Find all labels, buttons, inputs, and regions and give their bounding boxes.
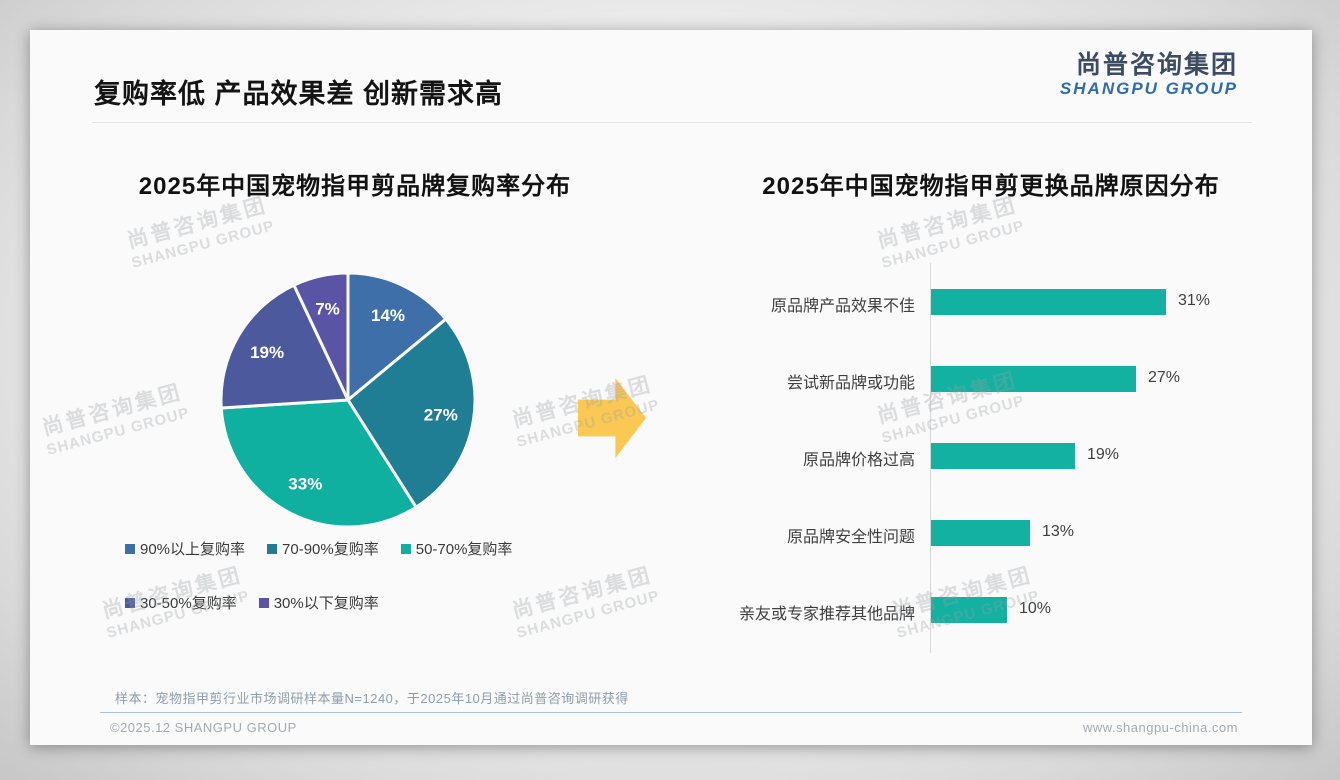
pie-data-label: 33% (288, 475, 322, 494)
footer-website: www.shangpu-china.com (1082, 720, 1238, 735)
bar-chart-title: 2025年中国宠物指甲剪更换品牌原因分布 (762, 173, 1220, 200)
pie-data-label: 7% (315, 299, 340, 318)
pie-legend-row-2: 30-50%复购率 30%以下复购率 (125, 592, 379, 613)
bar-category-label: 亲友或专家推荐其他品牌 (738, 606, 915, 623)
pie-legend-row-1: 90%以上复购率 70-90%复购率 50-70%复购率 (125, 538, 512, 559)
bar-value-label: 27% (1148, 369, 1181, 386)
pie-slice-90%以上复购率 (346, 271, 448, 404)
watermark-en-text: SHANGPU GROUP (879, 217, 1027, 273)
bar-亲友或专家推荐其他品牌 (931, 597, 1007, 623)
pie-slice-70-90%复购率 (346, 316, 477, 510)
bar-原品牌价格过高 (931, 443, 1075, 469)
legend-item-30-50%复购率: 30-50%复购率 (125, 592, 237, 613)
legend-marker-icon (267, 543, 278, 554)
header-divider (92, 122, 1252, 123)
watermark: 尚普咨询集团 SHANGPU GROUP (508, 562, 662, 644)
watermark-cn-text: 尚普咨询集团 (39, 380, 185, 441)
footer-divider (100, 712, 1242, 713)
watermark-cn-text: 尚普咨询集团 (509, 563, 655, 624)
watermark-en-text: SHANGPU GROUP (879, 392, 1027, 448)
watermark-en-text: SHANGPU GROUP (44, 404, 192, 460)
legend-label: 30-50%复购率 (140, 595, 237, 612)
bar-尝试新品牌或功能 (931, 366, 1136, 392)
pie-chart: 14% 27% 33% 19% 7% (219, 271, 477, 529)
bar-category-label: 原品牌产品效果不佳 (770, 298, 915, 315)
logo-en-text: SHANGPU GROUP (1059, 79, 1238, 99)
bar-value-label: 19% (1087, 446, 1120, 463)
legend-marker-icon (125, 597, 135, 608)
bar-value-label: 10% (1019, 600, 1052, 617)
legend-label: 50-70%复购率 (415, 541, 513, 558)
pie-data-label: 19% (250, 343, 284, 362)
logo-cn-text: 尚普咨询集团 (1075, 51, 1238, 79)
pie-data-label: 14% (371, 306, 405, 325)
bar-value-label: 31% (1178, 292, 1211, 309)
pie-data-label: 27% (424, 406, 458, 425)
bar-chart-axis (930, 263, 931, 653)
bar-原品牌安全性问题 (931, 520, 1030, 546)
watermark-cn-text: 尚普咨询集团 (874, 193, 1020, 254)
footnote: 样本：宠物指甲剪行业市场调研样本量N=1240，于2025年10月通过尚普咨询调… (115, 691, 629, 706)
legend-label: 70-90%复购率 (282, 541, 379, 558)
bar-category-label: 尝试新品牌或功能 (786, 375, 915, 392)
pie-chart-title: 2025年中国宠物指甲剪品牌复购率分布 (138, 173, 572, 200)
footer-copyright: ©2025.12 SHANGPU GROUP (110, 720, 297, 735)
watermark-en-text: SHANGPU GROUP (514, 587, 662, 643)
slide-card: 复购率低 产品效果差 创新需求高 尚普咨询集团 SHANGPU GROUP 20… (30, 30, 1312, 745)
legend-marker-icon (125, 543, 135, 554)
watermark-cn-text: 尚普咨询集团 (124, 193, 270, 254)
company-logo: 尚普咨询集团 SHANGPU GROUP (1060, 52, 1238, 98)
pie-slice-50-70%复购率 (219, 398, 419, 529)
watermark: 尚普咨询集团 SHANGPU GROUP (38, 379, 192, 461)
pie-slice-30-50%复购率 (219, 283, 351, 410)
legend-item-30%以下复购率: 30%以下复购率 (258, 592, 379, 613)
legend-marker-icon (258, 597, 269, 608)
legend-item-90%以上复购率: 90%以上复购率 (125, 538, 245, 559)
arrow-right-icon (578, 378, 646, 458)
page-title: 复购率低 产品效果差 创新需求高 (94, 79, 504, 109)
bar-原品牌产品效果不佳 (931, 289, 1166, 315)
bar-category-label: 原品牌价格过高 (802, 452, 915, 469)
legend-marker-icon (400, 543, 411, 554)
pie-slice-30%以下复购率 (291, 271, 350, 401)
bar-value-label: 13% (1042, 523, 1075, 540)
legend-label: 90%以上复购率 (140, 541, 246, 558)
watermark: 尚普咨询集团 SHANGPU GROUP (873, 192, 1027, 274)
legend-item-70-90%复购率: 70-90%复购率 (267, 538, 379, 559)
legend-label: 30%以下复购率 (273, 595, 379, 612)
legend-item-50-70%复购率: 50-70%复购率 (400, 538, 513, 559)
bar-category-label: 原品牌安全性问题 (786, 529, 915, 546)
